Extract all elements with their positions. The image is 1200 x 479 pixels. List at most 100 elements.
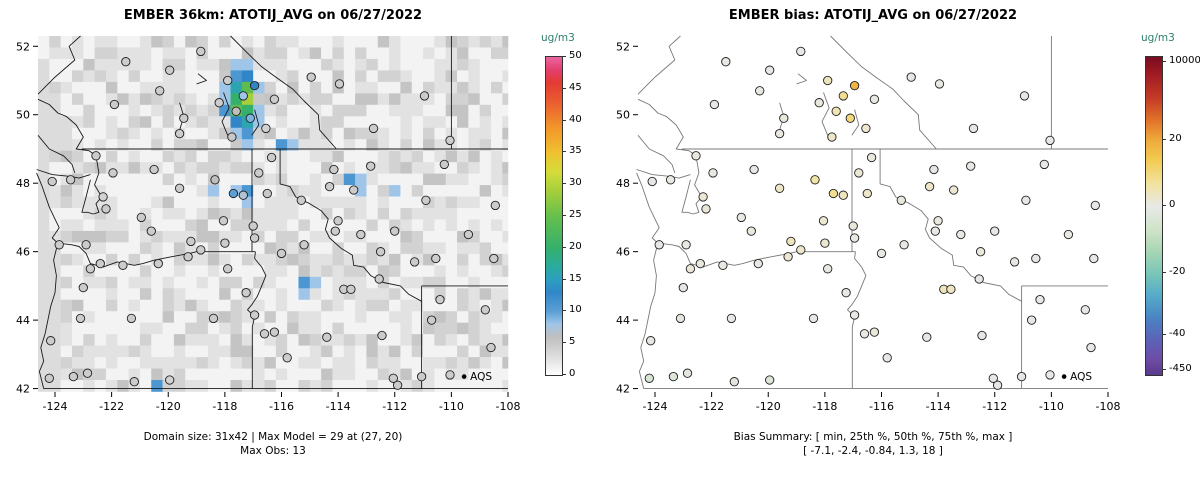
raster-cell [321, 150, 333, 163]
raster-cell [479, 253, 492, 266]
colorbar-tick-label: -20 [1169, 266, 1186, 278]
raster-cell [128, 93, 141, 106]
raster-cell [287, 345, 299, 358]
raster-cell [479, 47, 492, 60]
station-marker [866, 152, 877, 163]
raster-cell [105, 299, 118, 312]
raster-cell [400, 93, 413, 106]
raster-cell [434, 47, 447, 60]
raster-cell [400, 219, 413, 232]
raster-cell [38, 139, 50, 151]
raster-cell [241, 127, 254, 140]
station-marker [121, 57, 131, 67]
raster-cell [400, 116, 413, 129]
raster-cell [309, 311, 322, 323]
raster-cell [139, 230, 152, 243]
raster-cell [309, 208, 322, 220]
raster-cell [321, 47, 333, 60]
raster-cell [230, 230, 243, 243]
station-marker [214, 98, 224, 108]
raster-cell [128, 104, 141, 117]
raster-cell [309, 322, 322, 335]
station-marker [668, 371, 679, 382]
station-marker [974, 274, 984, 284]
raster-cell [83, 322, 95, 335]
raster-cell [94, 116, 107, 129]
station-marker [296, 195, 306, 205]
station-marker [78, 282, 88, 293]
raster-cell [355, 311, 367, 323]
x-axis-tick-label: -116 [269, 400, 294, 413]
station-marker [46, 336, 56, 346]
station-marker [718, 260, 728, 270]
station-marker [174, 128, 185, 139]
raster-cell [264, 162, 277, 174]
raster-cell [151, 219, 163, 232]
raster-cell [219, 357, 231, 369]
raster-cell [207, 345, 220, 358]
raster-cell [332, 127, 345, 140]
raster-cell [94, 219, 107, 232]
raster-cell [94, 230, 107, 243]
raster-cell [287, 116, 299, 129]
raster-cell [502, 70, 509, 83]
raster-cell [400, 322, 413, 335]
bias-panel: EMBER bias: ATOTIJ_AVG on 06/27/2022 AQS… [600, 0, 1200, 479]
station-marker [1045, 135, 1055, 146]
raster-cell [400, 311, 413, 323]
raster-cell [60, 93, 73, 106]
raster-cell [241, 70, 254, 83]
raster-cell [366, 70, 379, 83]
raster-cell [275, 368, 288, 381]
raster-cell [502, 380, 509, 392]
raster-cell [94, 334, 107, 346]
x-axis-tick-label: -114 [926, 400, 951, 413]
station-marker [1021, 195, 1031, 205]
raster-cell [253, 70, 265, 83]
station-marker [949, 185, 959, 195]
raster-cell [128, 162, 141, 174]
raster-cell [60, 380, 73, 392]
raster-cell [253, 196, 265, 209]
raster-cell [411, 70, 424, 83]
raster-cell [151, 150, 163, 163]
raster-cell [151, 104, 163, 117]
raster-cell [457, 208, 469, 220]
raster-cell [117, 299, 129, 312]
raster-cell [162, 70, 175, 83]
raster-cell [287, 334, 299, 346]
raster-cell [94, 104, 107, 117]
map-border-line [279, 149, 422, 302]
raster-cell [151, 230, 163, 243]
station-marker [366, 161, 376, 171]
raster-cell [241, 357, 254, 369]
raster-cell [411, 345, 424, 358]
raster-cell [445, 380, 458, 392]
raster-cell [377, 47, 390, 60]
station-marker [421, 195, 431, 205]
raster-cell [207, 81, 220, 94]
raster-cell [298, 104, 311, 117]
raster-cell [275, 345, 288, 358]
raster-cell [105, 230, 118, 243]
raster-cell [105, 253, 118, 266]
y-axis-tick-label: 48 [16, 177, 30, 190]
raster-cell [411, 219, 424, 232]
raster-cell [434, 334, 447, 346]
raster-cell [219, 380, 231, 392]
raster-cell [468, 276, 480, 289]
raster-cell [355, 185, 367, 197]
raster-cell [105, 208, 118, 220]
y-axis-tick-label: 44 [16, 314, 30, 327]
raster-cell [264, 70, 277, 83]
raster-cell [117, 334, 129, 346]
raster-cell [264, 276, 277, 289]
y-axis-tick-label: 46 [616, 246, 630, 259]
raster-cell [389, 299, 401, 312]
raster-cell [275, 150, 288, 163]
raster-cell [38, 196, 50, 209]
raster-cell [105, 81, 118, 94]
raster-cell [60, 36, 73, 48]
raster-cell [298, 185, 311, 197]
raster-cell [219, 242, 231, 255]
